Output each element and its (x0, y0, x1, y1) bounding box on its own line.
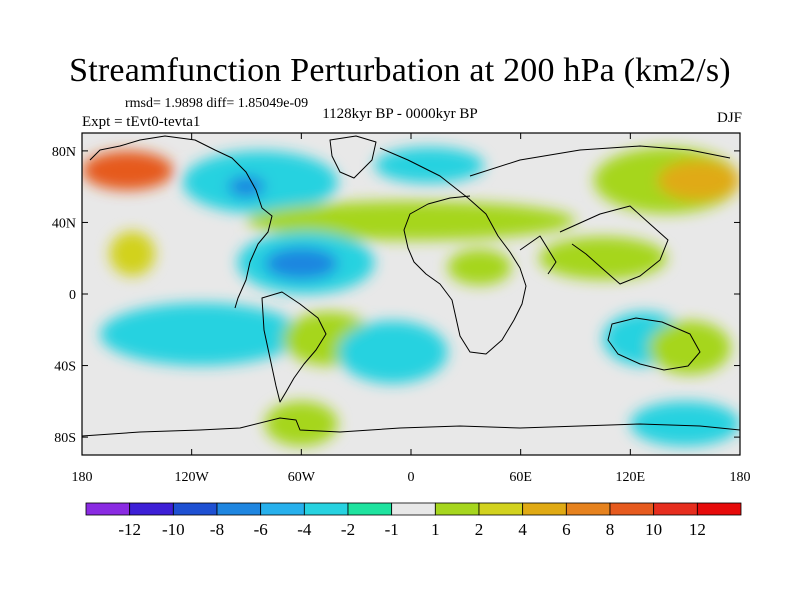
experiment-label: Expt = tEvt0-tevta1 (82, 114, 201, 130)
x-tick-label: 60E (509, 470, 532, 485)
season-label: DJF (716, 110, 742, 126)
colorbar-box (85, 502, 131, 516)
colorbar-label: 8 (606, 520, 615, 539)
colorbar-label: -4 (297, 520, 312, 539)
colorbar-label: 4 (518, 520, 527, 539)
anomaly-region-0 (82, 150, 174, 191)
period-label: 1128kyr BP - 0000kyr BP (322, 106, 478, 122)
colorbar-box (391, 502, 436, 516)
anomaly-region-2 (228, 175, 265, 198)
colorbar-box (303, 502, 349, 516)
y-tick-label: 80N (52, 145, 76, 160)
colorbar-box (478, 502, 524, 516)
europe-africa-coast (379, 147, 527, 355)
y-tick-label: 40S (54, 360, 76, 375)
colorbar-box (696, 502, 742, 516)
antarctica-coast (82, 417, 740, 437)
australia-coast (607, 317, 701, 371)
colorbar-label: 2 (475, 520, 484, 539)
colorbar-box (260, 502, 305, 516)
colorbar-label: -1 (385, 520, 399, 539)
south-america-coast (261, 291, 327, 403)
colorbar-box (172, 502, 218, 516)
anomaly-region-6 (657, 159, 740, 201)
colorbar-label: 6 (562, 520, 571, 539)
colorbar-label: 12 (689, 520, 706, 539)
y-tick-label: 40N (52, 216, 76, 231)
anomaly-region-12 (100, 302, 302, 366)
coastlines (82, 135, 740, 437)
anomaly-region-4 (246, 200, 576, 241)
colorbar-label: -8 (210, 520, 224, 539)
x-tick-label: 60W (288, 470, 316, 485)
colorbar-label: 1 (431, 520, 440, 539)
anomaly-region-14 (337, 320, 448, 384)
colorbar-box (609, 502, 655, 516)
colorbar-box (434, 502, 480, 516)
colorbar-boxes (85, 502, 742, 516)
colorbar-labels: -12 -10 -8 -6 -4 -2 -1 1 2 4 6 8 10 12 (118, 520, 706, 539)
asia-coast (469, 145, 731, 285)
colorbar-box (522, 502, 567, 516)
anomaly-region-17 (264, 401, 338, 447)
anomaly-region-9 (264, 247, 338, 280)
x-tick-label: 120E (616, 470, 646, 485)
colorbar-box (216, 502, 262, 516)
x-tick-label: 180 (730, 470, 751, 485)
field-layer (82, 147, 740, 447)
colorbar-box (653, 502, 698, 516)
x-tick-label: 180 (72, 470, 93, 485)
y-axis: 80N 40N 0 40S 80S (52, 145, 740, 446)
colorbar-box (347, 502, 393, 516)
colorbar-box (565, 502, 611, 516)
anomaly-region-16 (648, 320, 731, 375)
y-tick-label: 0 (69, 288, 76, 303)
colorbar-label: -10 (162, 520, 185, 539)
anomaly-region-18 (630, 401, 740, 447)
x-axis: 180 120W 60W 0 60E 120E 180 (72, 133, 751, 485)
chart-title: Streamfunction Perturbation at 200 hPa (… (69, 52, 731, 89)
anomaly-region-11 (538, 236, 667, 280)
anomaly-region-10 (447, 249, 512, 286)
greenland-coast (329, 135, 377, 179)
x-tick-label: 120W (175, 470, 210, 485)
north-america-coast (89, 135, 273, 309)
colorbar-label: -12 (118, 520, 141, 539)
colorbar-label: -6 (254, 520, 268, 539)
colorbar-label: 10 (645, 520, 662, 539)
anomaly-region-7 (109, 231, 156, 277)
anomaly-region-3 (374, 147, 485, 184)
colorbar-box (129, 502, 174, 516)
y-tick-label: 80S (54, 431, 76, 446)
colorbar-label: -2 (341, 520, 355, 539)
stats-label: rmsd= 1.9898 diff= 1.85049e-09 (125, 96, 309, 111)
x-tick-label: 0 (408, 470, 415, 485)
